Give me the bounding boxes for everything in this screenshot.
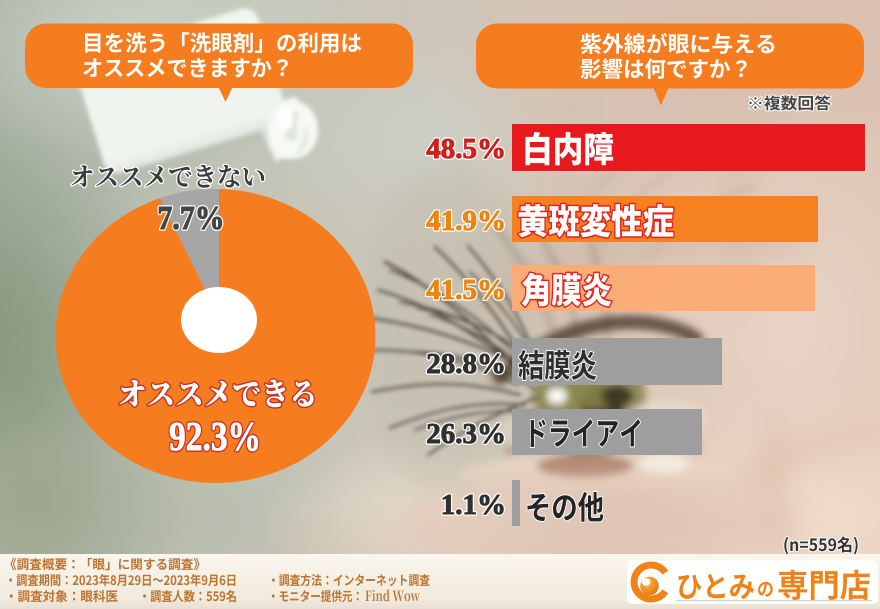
svg-text:92.3%: 92.3% (169, 413, 261, 459)
svg-text:26.3%: 26.3% (426, 418, 506, 450)
svg-text:1.1%: 1.1% (441, 489, 506, 521)
svg-text:48.5%: 48.5% (426, 133, 506, 165)
svg-text:41.9%: 41.9% (426, 205, 506, 237)
svg-text:41.5%: 41.5% (426, 274, 506, 306)
svg-text:7.7%: 7.7% (158, 200, 225, 237)
svg-text:7.7%: 7.7% (158, 200, 225, 237)
svg-text:1.1%: 1.1% (441, 489, 506, 521)
svg-text:92.3%: 92.3% (169, 413, 261, 459)
svg-text:41.5%: 41.5% (426, 274, 506, 306)
svg-text:28.8%: 28.8% (426, 348, 506, 380)
svg-text:28.8%: 28.8% (426, 348, 506, 380)
svg-text:41.9%: 41.9% (426, 205, 506, 237)
svg-text:48.5%: 48.5% (426, 133, 506, 165)
svg-text:26.3%: 26.3% (426, 418, 506, 450)
